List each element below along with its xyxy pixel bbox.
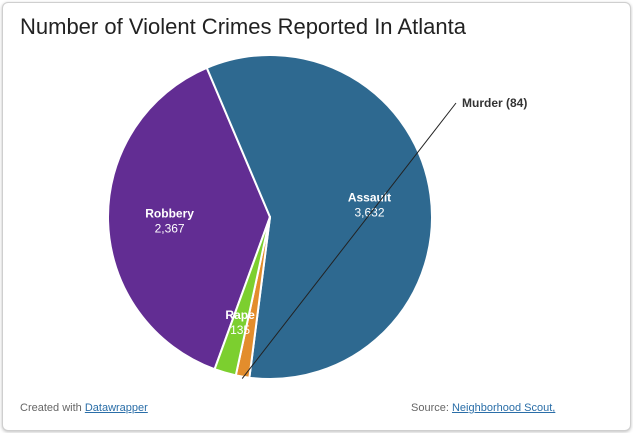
slice-callout-murder: Murder (84) xyxy=(462,96,527,110)
pie-slice-assault xyxy=(205,54,433,380)
footer-credit: Created with Datawrapper xyxy=(20,402,148,414)
chart-title: Number of Violent Crimes Reported In Atl… xyxy=(20,14,466,39)
pie-slice-rape xyxy=(213,216,271,377)
slice-value-assault: 3,632 xyxy=(354,205,384,219)
source-label: Source: xyxy=(411,402,449,414)
source-link[interactable]: Neighborhood Scout, xyxy=(451,402,556,414)
footer-source: Source: Neighborhood Scout, xyxy=(411,402,555,414)
datawrapper-link[interactable]: Datawrapper xyxy=(84,402,148,414)
slice-label-assault: Assault xyxy=(348,190,391,204)
callout-line-murder xyxy=(241,102,457,379)
slice-value-robbery: 2,367 xyxy=(155,222,185,236)
slice-label-robbery: Robbery xyxy=(145,207,194,221)
pie-slice-robbery xyxy=(106,66,271,371)
slice-label-rape: Rape xyxy=(225,308,255,322)
created-with-label: Created with xyxy=(20,402,82,414)
slice-value-rape: 135 xyxy=(230,323,250,337)
